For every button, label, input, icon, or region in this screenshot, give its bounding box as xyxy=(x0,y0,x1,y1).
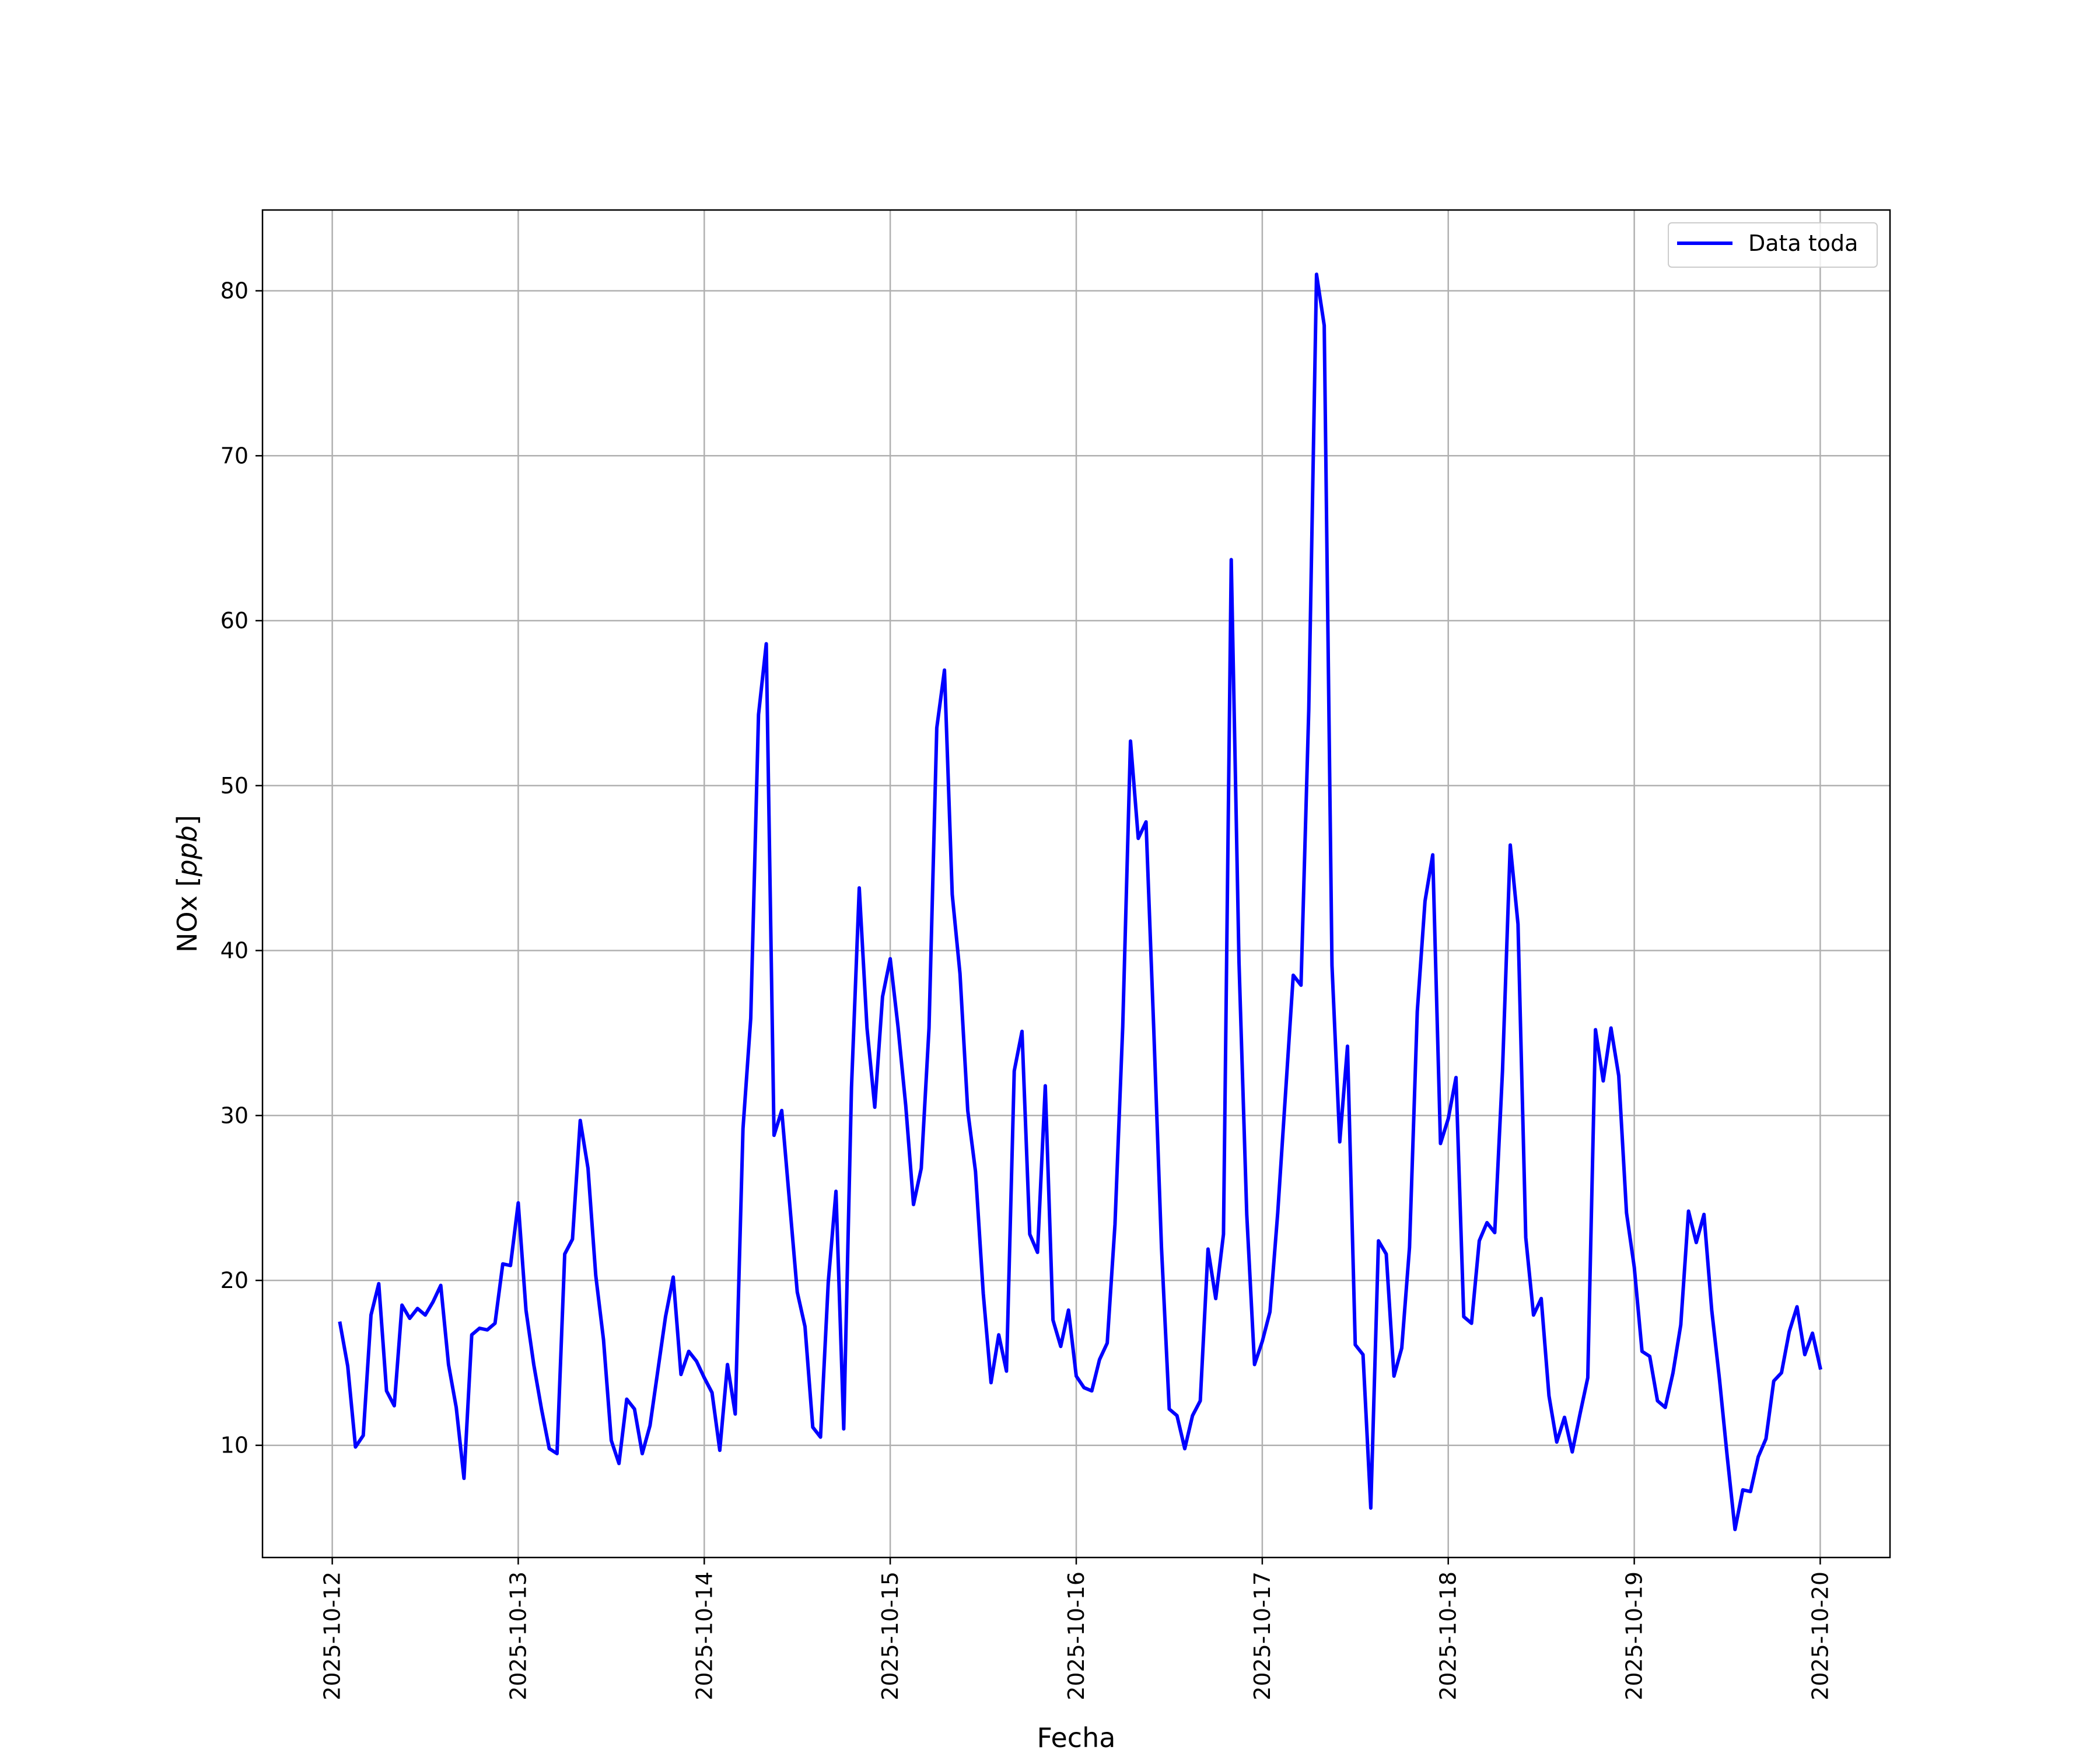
y-tick-label: 60 xyxy=(220,608,249,634)
x-tick-label: 2025-10-16 xyxy=(1063,1572,1089,1700)
x-tick-label: 2025-10-13 xyxy=(505,1572,531,1700)
x-tick-label: 2025-10-17 xyxy=(1250,1572,1275,1700)
series-line-data-toda xyxy=(338,272,1822,1531)
x-tick-label: 2025-10-12 xyxy=(320,1572,345,1700)
legend: Data toda xyxy=(1668,222,1878,268)
grid-lines xyxy=(262,210,1890,1558)
legend-label-data-toda: Data toda xyxy=(1748,230,1858,256)
y-axis-label: NOx [ppb] xyxy=(172,815,203,953)
y-tick-label: 20 xyxy=(220,1268,249,1293)
y-tick-label: 70 xyxy=(220,443,249,468)
y-tick-label: 50 xyxy=(220,773,249,799)
axis-ticks: 2025-10-12 2025-10-13 2025-10-14 2025-10-15… xyxy=(220,278,1833,1700)
y-tick-label: 80 xyxy=(220,278,249,304)
y-tick-label: 10 xyxy=(220,1433,249,1458)
x-tick-label: 2025-10-15 xyxy=(877,1572,903,1700)
x-tick-label: 2025-10-20 xyxy=(1807,1572,1833,1700)
x-tick-label: 2025-10-14 xyxy=(691,1572,717,1700)
y-tick-label: 30 xyxy=(220,1102,249,1128)
series-layer xyxy=(338,272,1822,1531)
x-tick-label: 2025-10-18 xyxy=(1436,1572,1461,1700)
x-tick-label: 2025-10-19 xyxy=(1622,1572,1647,1700)
y-tick-label: 40 xyxy=(220,938,249,964)
x-axis-label: Fecha xyxy=(1037,1722,1116,1750)
legend-box xyxy=(1668,222,1878,268)
